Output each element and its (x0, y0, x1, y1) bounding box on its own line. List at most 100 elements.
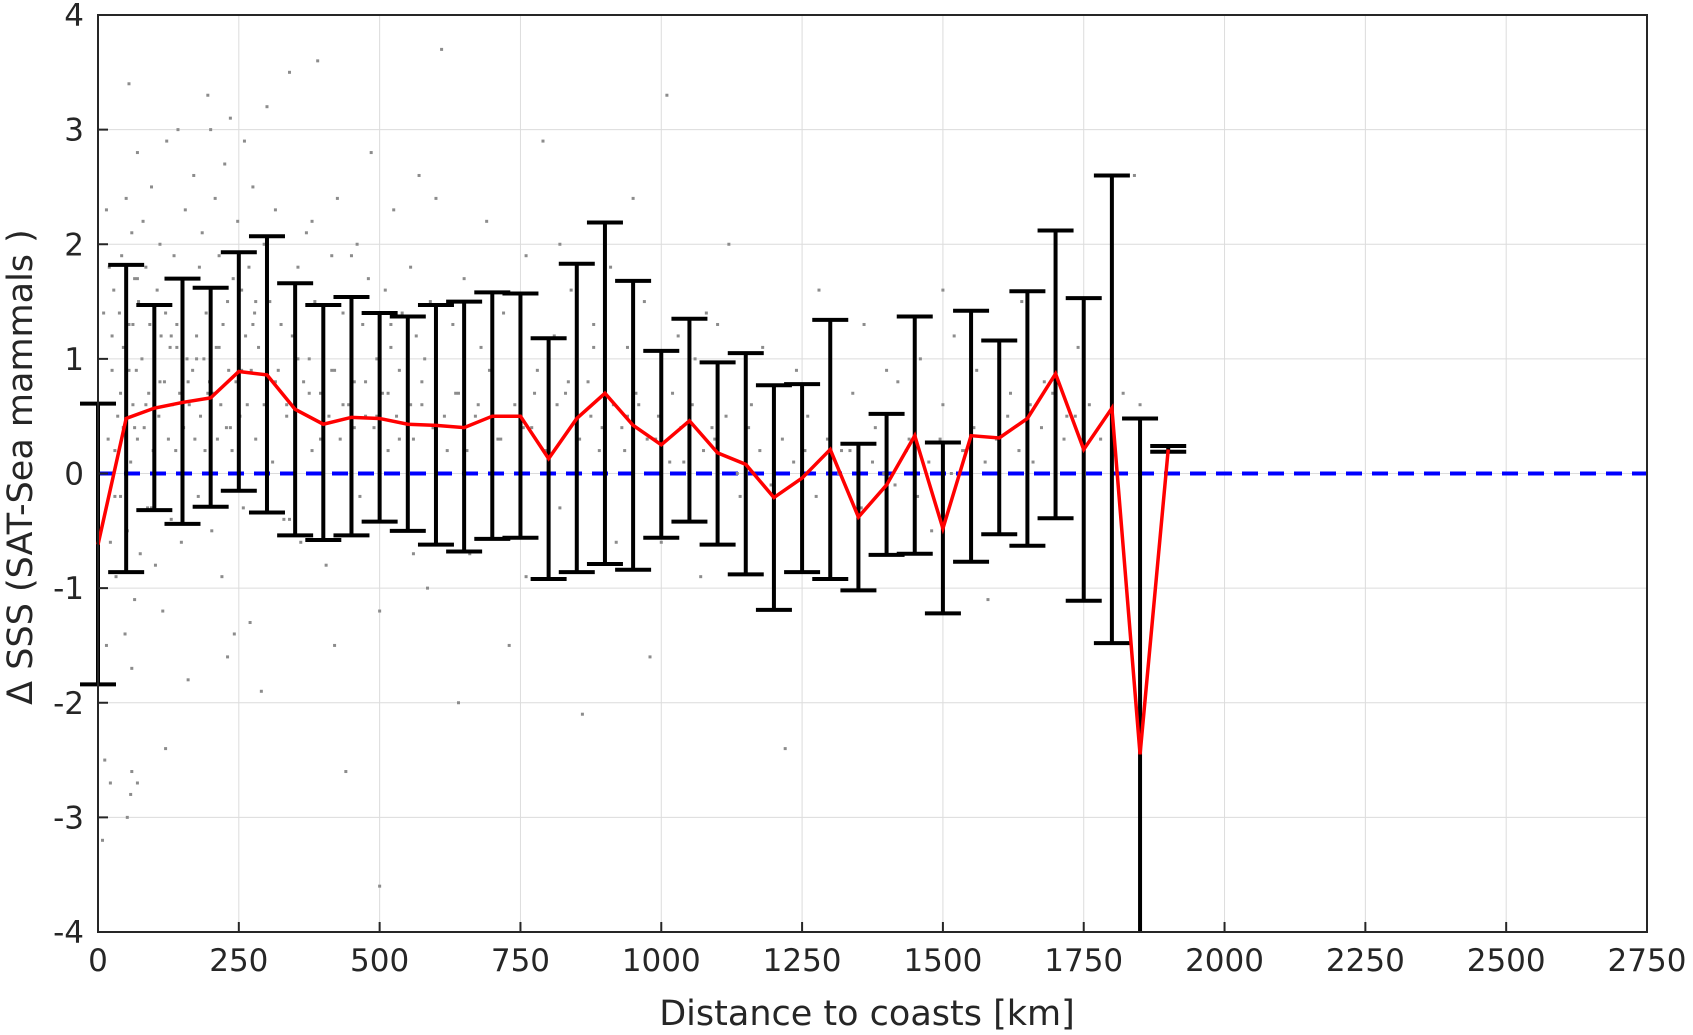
scatter-point (738, 494, 742, 498)
scatter-point (232, 632, 236, 636)
scatter-point (392, 208, 396, 212)
scatter-point (310, 219, 314, 223)
scatter-point (918, 357, 922, 361)
scatter-point (318, 391, 322, 395)
scatter-point (634, 391, 638, 395)
scatter-point (676, 334, 680, 338)
scatter-point (186, 380, 190, 384)
mean-line (96, 369, 1170, 755)
scatter-point (702, 449, 706, 453)
scatter-point (230, 449, 234, 453)
scatter-point (335, 196, 339, 200)
x-tick-label: 750 (491, 943, 550, 979)
scatter-point (120, 254, 124, 258)
scatter-point (316, 59, 320, 63)
scatter-point (916, 494, 920, 498)
scatter-point (135, 437, 139, 441)
scatter-point (735, 472, 739, 475)
scatter-point (499, 437, 503, 441)
scatter-point (487, 368, 491, 372)
scatter-point (614, 540, 618, 544)
scatter-point (113, 449, 117, 453)
scatter-point (1031, 460, 1035, 464)
scatter-point (157, 414, 161, 418)
x-tick-label: 2000 (1185, 943, 1264, 979)
scatter-point (169, 517, 173, 521)
scatter-point (214, 345, 218, 349)
scatter-point (234, 380, 238, 384)
scatter-point (108, 540, 112, 544)
scatter-point (569, 288, 573, 292)
scatter-point (288, 70, 292, 74)
scatter-point (566, 380, 570, 384)
scatter-point (352, 426, 356, 430)
y-tick-label: 2 (64, 227, 84, 263)
scatter-point (851, 391, 855, 395)
scatter-point (668, 460, 672, 464)
scatter-point (172, 254, 176, 258)
scatter-point (451, 322, 455, 326)
scatter-point (296, 357, 300, 361)
scatter-point (623, 449, 627, 453)
scatter-point (110, 334, 114, 338)
scatter-point (254, 300, 258, 304)
scatter-point (578, 437, 582, 441)
scatter-point (268, 300, 272, 304)
y-tick-label: 0 (64, 457, 84, 493)
scatter-point (1087, 403, 1091, 407)
scatter-point (1020, 300, 1024, 304)
scatter-point (104, 208, 108, 212)
scatter-point (586, 380, 590, 384)
scatter-point (338, 437, 342, 441)
scatter-point (361, 322, 365, 326)
scatter-point (262, 403, 266, 407)
y-axis-label: Δ SSS (SAT-Sea mammals ) (1, 229, 41, 705)
scatter-point (165, 139, 169, 143)
scatter-point (112, 288, 116, 292)
scatter-point (127, 82, 131, 86)
scatter-point (249, 368, 253, 372)
scatter-point (473, 414, 477, 418)
scatter-point (135, 277, 139, 281)
scatter-point (158, 242, 162, 246)
scatter-point (1017, 449, 1021, 453)
scatter-point (631, 196, 635, 200)
scatter-point (210, 529, 214, 533)
scatter-point (656, 414, 660, 418)
scatter-point (428, 300, 432, 304)
scatter-point (240, 288, 244, 292)
scatter-point (659, 540, 663, 544)
scatter-point (108, 781, 112, 785)
scatter-point (507, 643, 511, 647)
scatter-point (113, 494, 117, 498)
scatter-point (389, 322, 393, 326)
x-tick-label: 2250 (1326, 943, 1405, 979)
scatter-point (397, 368, 401, 372)
y-tick-label: -3 (53, 800, 84, 836)
scatter-point (103, 758, 107, 762)
scatter-point (642, 300, 646, 304)
x-tick-label: 2750 (1608, 943, 1687, 979)
scatter-point (445, 449, 449, 453)
scatter-point (130, 770, 134, 774)
scatter-point (1042, 380, 1046, 384)
scatter-point (107, 265, 111, 269)
scatter-point (533, 391, 537, 395)
scatter-point (386, 391, 390, 395)
scatter-point (848, 449, 852, 453)
scatter-point (600, 426, 604, 430)
scatter-point (378, 884, 382, 888)
scatter-point (840, 449, 844, 453)
scatter-point (693, 357, 697, 361)
scatter-point (431, 426, 435, 430)
scatter-point (592, 345, 596, 349)
scatter-point (197, 265, 201, 269)
scatter-point (206, 391, 210, 395)
scatter-point (468, 552, 472, 556)
scatter-point (825, 437, 829, 441)
x-tick-label: 0 (88, 943, 108, 979)
scatter-point (783, 747, 787, 751)
scatter-point (375, 414, 379, 418)
